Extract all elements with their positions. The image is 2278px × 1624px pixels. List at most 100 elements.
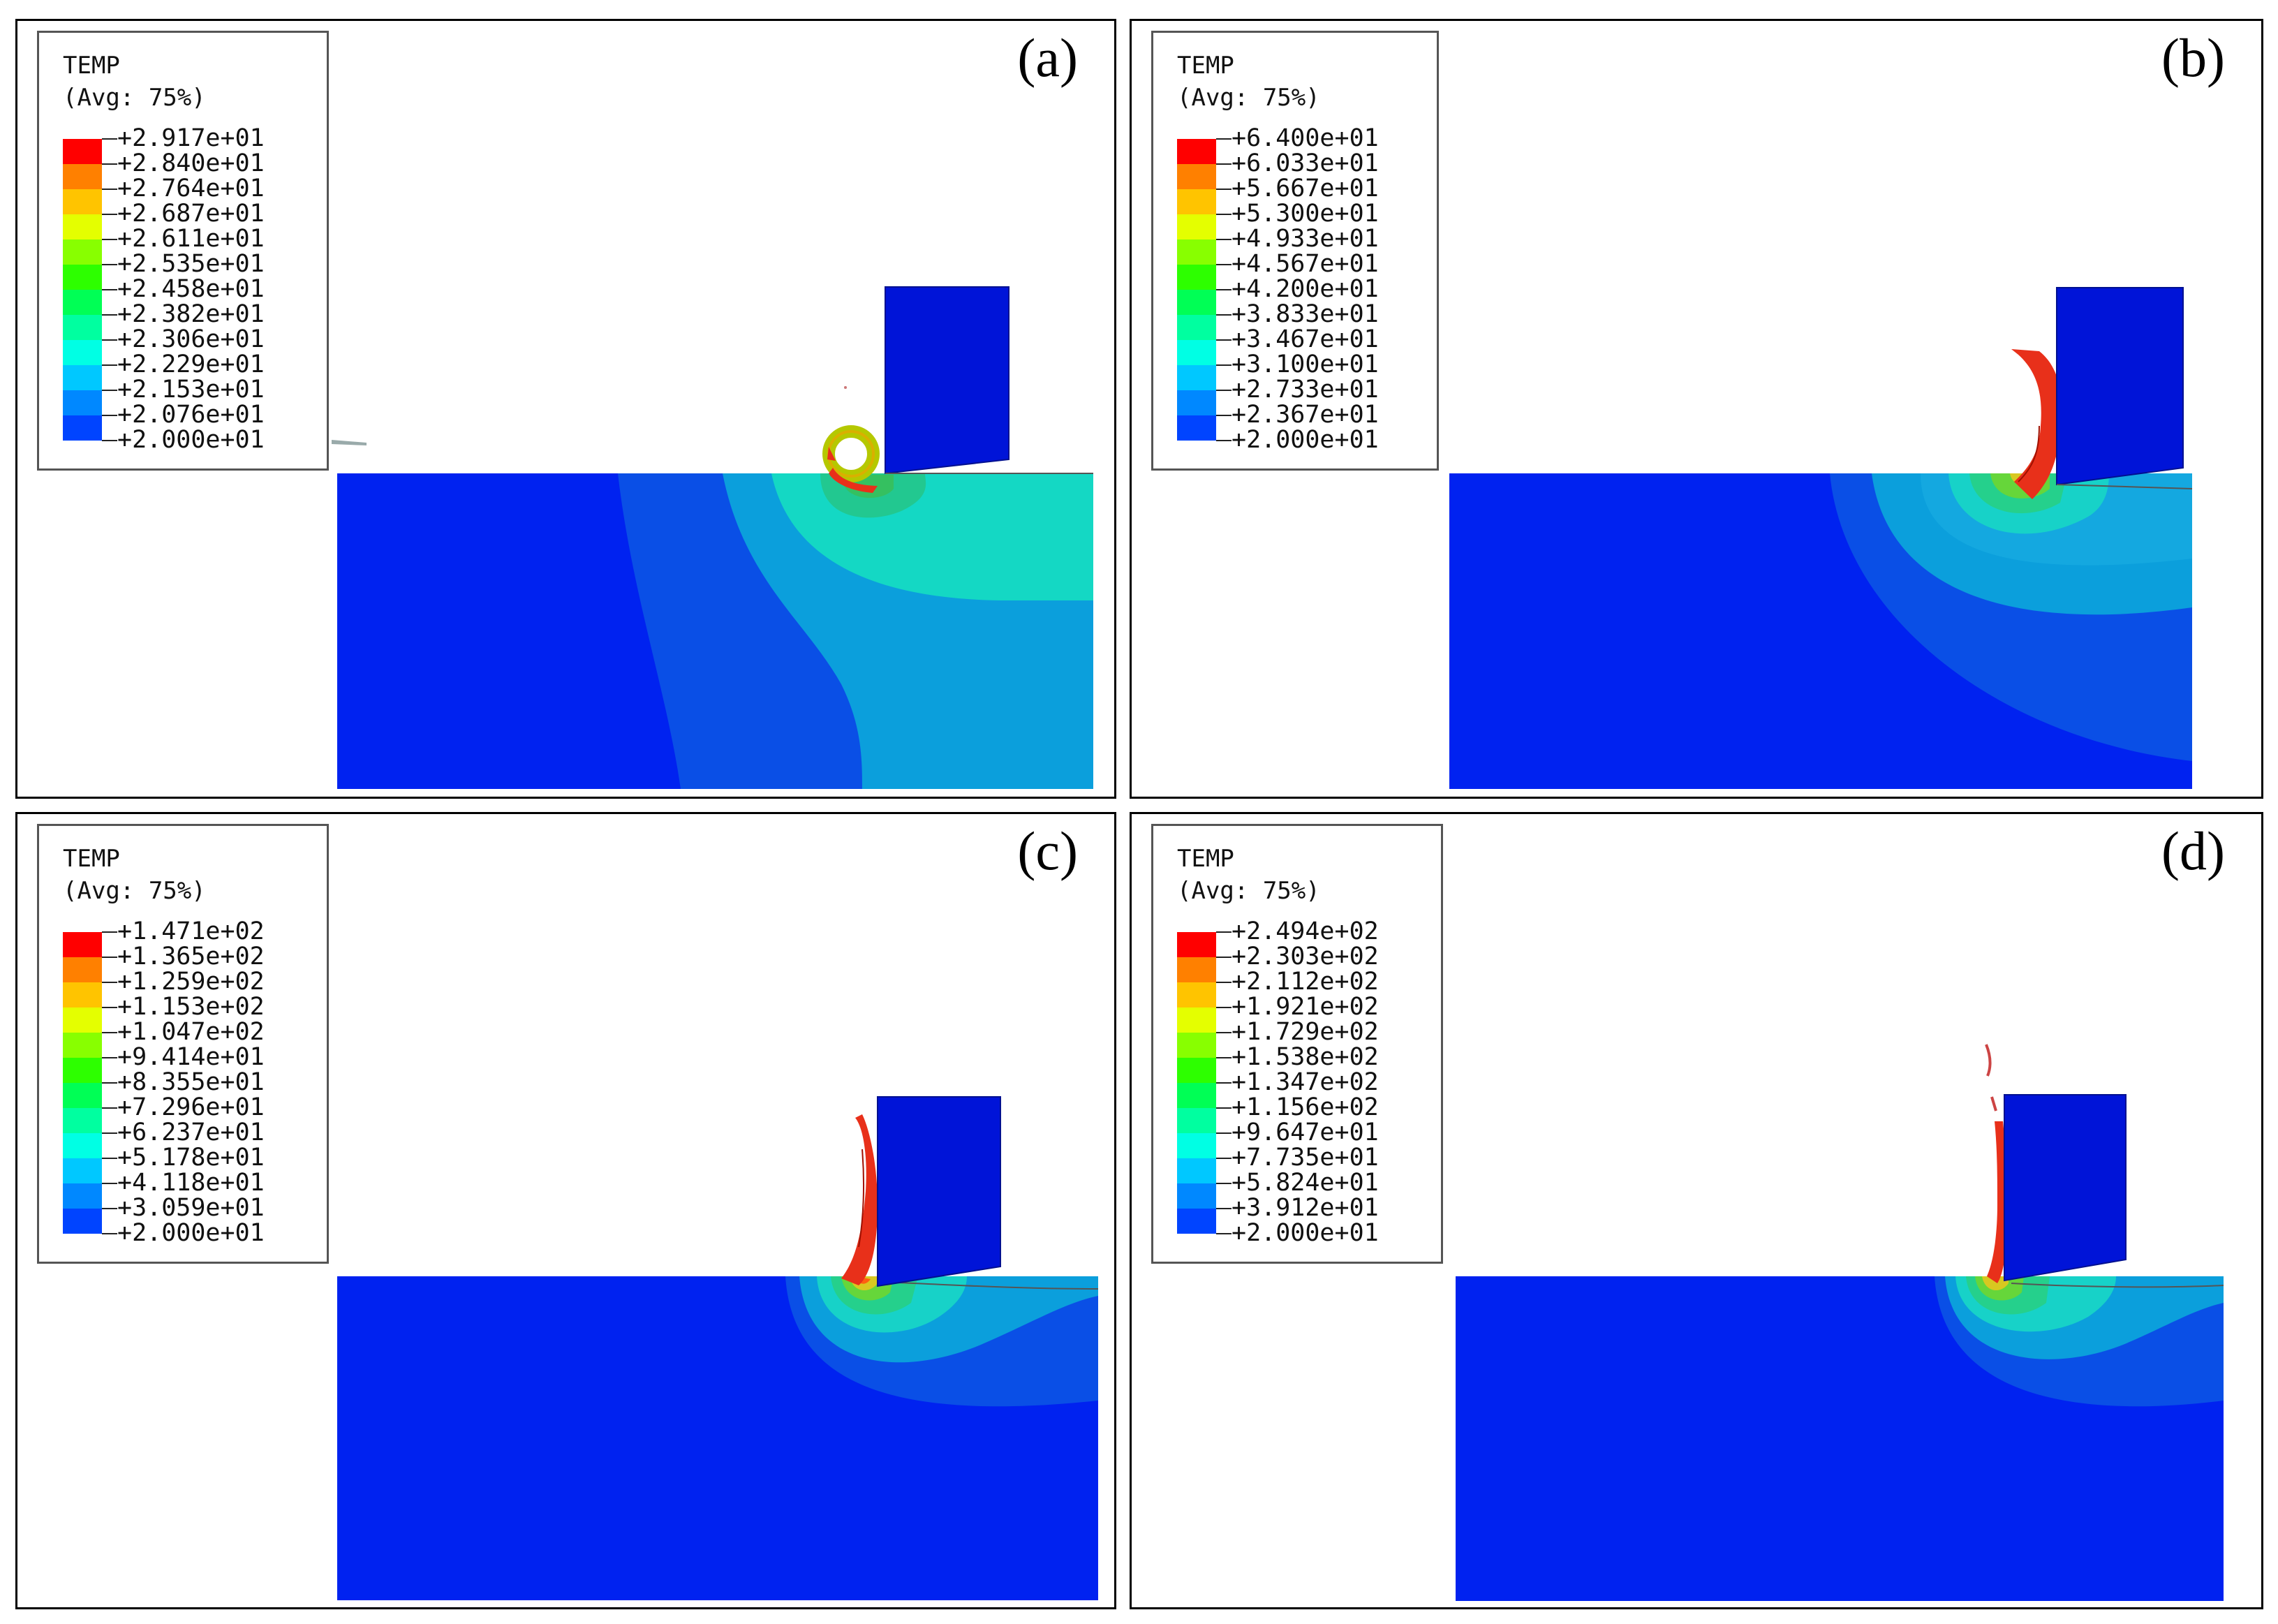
color-legend: TEMP (Avg: 75%) +1.471e+02 +1.365e+02 +1.2… [37,824,329,1264]
legend-tick [102,440,117,441]
color-legend: TEMP (Avg: 75%) +2.917e+01 +2.840e+01 +2.7… [37,31,329,471]
legend-tick [102,314,117,316]
panel-label: (b) [2161,27,2225,88]
legend-swatch [1177,932,1216,957]
legend-value: +6.400e+01 [1232,124,1379,152]
legend-value: +2.764e+01 [117,175,265,202]
legend-swatch [1177,1209,1216,1234]
legend-tick [1216,1032,1232,1033]
chip [2011,349,2062,499]
panel-d: (d) TEMP (Avg: 75%) +2.494e+02 +2.303e+02… [1130,812,2263,1609]
legend-value: +3.467e+01 [1232,325,1379,353]
legend-value: +1.729e+02 [1232,1018,1379,1046]
legend-swatch [63,1033,102,1058]
legend-value: +9.647e+01 [1232,1119,1379,1146]
legend-swatch [63,365,102,390]
legend-tick [1216,214,1232,215]
legend-swatch [63,189,102,214]
legend-tick [102,214,117,215]
legend-swatch [63,415,102,441]
panel-a: (a) TEMP (Avg: 75%) +2.917e+01 +2.840e+01… [15,19,1116,799]
legend-tick [1216,1007,1232,1008]
legend-subtitle: (Avg: 75%) [1177,877,1320,905]
legend-tick [1216,415,1232,416]
legend-swatch [63,1209,102,1234]
legend-tick [1216,163,1232,165]
legend-tick [102,1007,117,1008]
legend-value: +1.259e+02 [117,968,265,996]
legend-swatch [63,214,102,239]
color-legend: TEMP (Avg: 75%) +2.494e+02 +2.303e+02 +2.1… [1151,824,1443,1264]
chip [841,1114,878,1285]
legend-value: +3.833e+01 [1232,300,1379,328]
legend-value: +2.494e+02 [1232,917,1379,945]
legend-value: +1.921e+02 [1232,993,1379,1021]
chip [822,386,880,493]
legend-swatch [1177,340,1216,365]
legend-tick [102,390,117,391]
legend-value: +1.047e+02 [117,1018,265,1046]
legend-value: +7.735e+01 [1232,1144,1379,1172]
legend-swatch [63,1007,102,1033]
legend-swatch [63,982,102,1007]
legend-tick [102,364,117,366]
legend-value: +2.306e+01 [117,325,265,353]
legend-tick [1216,390,1232,391]
legend-swatch [63,1058,102,1083]
legend-swatch [1177,265,1216,290]
legend-tick [102,1208,117,1209]
legend-value: +5.300e+01 [1232,200,1379,228]
legend-value: +1.471e+02 [117,917,265,945]
chip [1985,1044,2007,1283]
legend-swatch [1177,1133,1216,1158]
legend-tick [102,239,117,240]
legend-tick [1216,1107,1232,1109]
legend-swatch [1177,315,1216,340]
legend-tick [102,957,117,958]
legend-title: TEMP [63,52,120,80]
contour-plot [1449,287,2193,789]
legend-swatch [1177,1158,1216,1183]
legend-value: +4.933e+01 [1232,225,1379,253]
cutting-tool [885,286,1093,475]
legend-swatch [1177,982,1216,1007]
legend-tick [1216,189,1232,190]
legend-tick [1216,1183,1232,1184]
legend-tick [1216,314,1232,316]
legend-tick [1216,289,1232,290]
legend-tick [1216,1208,1232,1209]
legend-value: +6.237e+01 [117,1119,265,1146]
legend-tick [102,1132,117,1134]
legend-value: +2.076e+01 [117,401,265,429]
legend-swatch [63,1108,102,1133]
cutting-tool [2004,1094,2127,1282]
legend-value: +2.000e+01 [1232,1219,1379,1247]
legend-tick [1216,138,1232,140]
legend-value: +1.365e+02 [117,943,265,970]
legend-tick [1216,1233,1232,1234]
legend-tick [1216,931,1232,933]
legend-value: +5.824e+01 [1232,1169,1379,1197]
legend-swatch [1177,139,1216,164]
legend-swatch [1177,1033,1216,1058]
workpiece [337,1276,1099,1600]
legend-swatch [63,957,102,982]
panel-b: (b) TEMP (Avg: 75%) +6.400e+01 +6.033e+01… [1130,19,2263,799]
legend-title: TEMP [63,845,120,873]
legend-tick [102,931,117,933]
legend-swatch [1177,290,1216,315]
legend-tick [102,982,117,983]
legend-tick [102,264,117,265]
legend-swatch [1177,1183,1216,1209]
legend-tick [102,339,117,341]
legend-tick [1216,264,1232,265]
legend-value: +2.535e+01 [117,250,265,278]
legend-value: +2.687e+01 [117,200,265,228]
legend-tick [102,289,117,290]
legend-value: +2.382e+01 [117,300,265,328]
legend-swatch [1177,1058,1216,1083]
legend-swatch [63,265,102,290]
legend-value: +2.303e+02 [1232,943,1379,970]
legend-swatch [63,290,102,315]
legend-swatch [63,164,102,189]
